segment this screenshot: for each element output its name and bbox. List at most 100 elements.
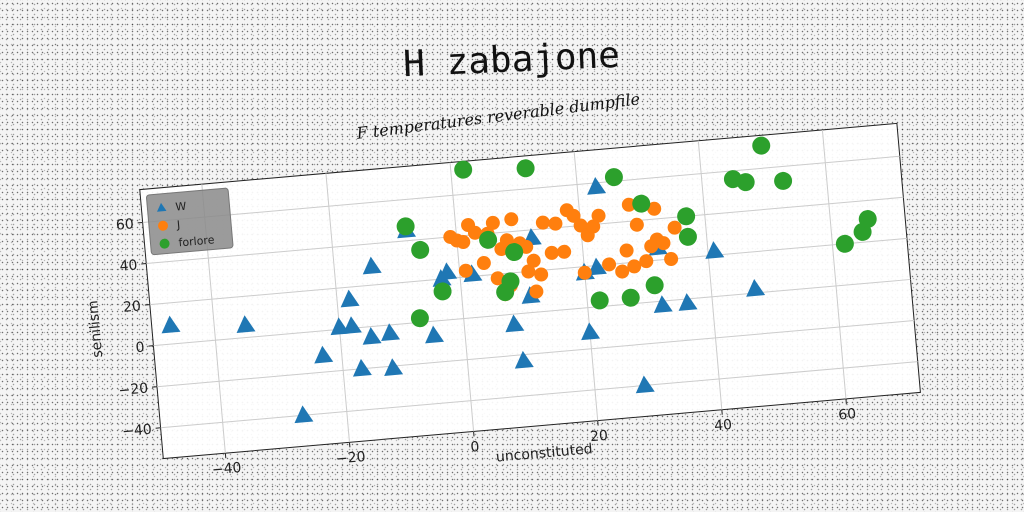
data-point-w xyxy=(236,315,256,334)
y-tick-label: −20 xyxy=(118,381,149,400)
x-tick-label: 20 xyxy=(590,428,609,445)
data-point-w xyxy=(314,345,334,364)
data-point-j xyxy=(647,201,662,216)
y-tick-label: 60 xyxy=(115,216,134,233)
data-point-w xyxy=(425,325,445,344)
data-point-j xyxy=(557,244,572,259)
y-gridline xyxy=(146,196,904,265)
x-gridline xyxy=(697,140,723,410)
data-point-j xyxy=(476,255,491,270)
data-point-w xyxy=(705,241,725,259)
data-point-forlore xyxy=(410,309,429,328)
data-point-j xyxy=(667,220,682,235)
y-tick-label: 40 xyxy=(119,257,138,274)
data-point-j xyxy=(504,212,519,227)
data-point-j xyxy=(544,245,559,260)
data-point-j xyxy=(534,267,549,282)
x-axis-label: unconstituted xyxy=(495,441,593,465)
data-point-j xyxy=(656,236,671,251)
x-tick-label: 60 xyxy=(838,406,857,423)
x-gridline xyxy=(573,151,599,421)
data-point-w xyxy=(746,278,766,297)
data-point-j xyxy=(573,218,588,233)
data-point-j xyxy=(629,217,644,232)
data-point-w xyxy=(514,350,534,369)
data-point-j xyxy=(535,215,550,230)
data-point-w xyxy=(362,256,382,275)
data-point-j xyxy=(529,284,544,299)
data-point-forlore xyxy=(752,136,771,155)
x-gridline xyxy=(821,129,847,399)
data-point-forlore xyxy=(645,276,664,295)
data-point-j xyxy=(499,233,514,248)
data-point-j xyxy=(615,264,630,279)
data-point-forlore xyxy=(454,160,473,179)
data-point-j xyxy=(521,264,536,279)
data-point-j xyxy=(664,252,679,267)
legend-marker-j xyxy=(158,220,169,231)
data-point-w xyxy=(505,314,525,333)
data-point-forlore xyxy=(835,234,854,253)
data-point-forlore xyxy=(411,240,430,259)
data-point-w xyxy=(635,375,655,394)
data-point-forlore xyxy=(604,168,623,187)
x-tick-label: −20 xyxy=(335,449,366,468)
y-tick-label: 0 xyxy=(135,339,145,356)
data-point-forlore xyxy=(479,230,498,249)
data-point-w xyxy=(653,295,673,314)
y-axis-label: senilism xyxy=(85,300,106,359)
data-point-w xyxy=(161,315,181,334)
legend-label: forlore xyxy=(178,233,215,249)
data-point-forlore xyxy=(678,227,697,246)
data-point-w xyxy=(678,293,698,311)
data-point-j xyxy=(456,235,471,250)
data-point-j xyxy=(602,257,617,272)
legend-marker-w xyxy=(157,202,167,212)
data-point-forlore xyxy=(677,207,696,226)
legend-label: J xyxy=(175,218,180,231)
data-point-forlore xyxy=(433,282,452,301)
data-point-j xyxy=(591,208,606,223)
data-point-j xyxy=(458,263,473,278)
data-point-w xyxy=(581,322,601,341)
data-point-j xyxy=(548,216,563,231)
data-point-w xyxy=(381,323,401,342)
data-point-forlore xyxy=(632,194,651,213)
legend-box xyxy=(146,187,234,256)
y-tick-label: 20 xyxy=(122,298,141,315)
data-point-w xyxy=(352,358,372,377)
data-point-j xyxy=(490,271,505,286)
legend-label: W xyxy=(175,200,187,214)
data-point-forlore xyxy=(501,272,520,291)
data-point-j xyxy=(526,253,541,268)
x-gridline xyxy=(449,162,475,432)
data-point-j xyxy=(577,265,592,280)
data-point-w xyxy=(294,405,314,424)
data-marks xyxy=(161,136,877,424)
x-tick-label: 40 xyxy=(714,417,733,434)
data-point-j xyxy=(619,243,634,258)
y-gridline xyxy=(160,361,918,429)
data-point-j xyxy=(627,259,642,274)
data-point-forlore xyxy=(505,243,524,262)
data-point-w xyxy=(362,326,382,345)
x-tick-label: −40 xyxy=(211,460,242,479)
data-point-forlore xyxy=(590,291,609,310)
data-point-w xyxy=(340,289,360,308)
y-gridline xyxy=(156,320,915,388)
data-point-j xyxy=(586,219,601,234)
x-tick-label: 0 xyxy=(470,439,480,456)
data-point-j xyxy=(621,197,636,212)
data-point-forlore xyxy=(396,217,415,236)
data-point-w xyxy=(438,262,458,281)
data-point-j xyxy=(566,208,581,223)
data-point-w xyxy=(463,264,483,283)
data-point-forlore xyxy=(858,210,877,229)
data-point-j xyxy=(467,225,482,240)
legend-marker-forlore xyxy=(159,238,170,249)
data-point-j xyxy=(485,215,500,230)
data-point-forlore xyxy=(516,159,535,178)
data-point-w xyxy=(587,176,607,195)
